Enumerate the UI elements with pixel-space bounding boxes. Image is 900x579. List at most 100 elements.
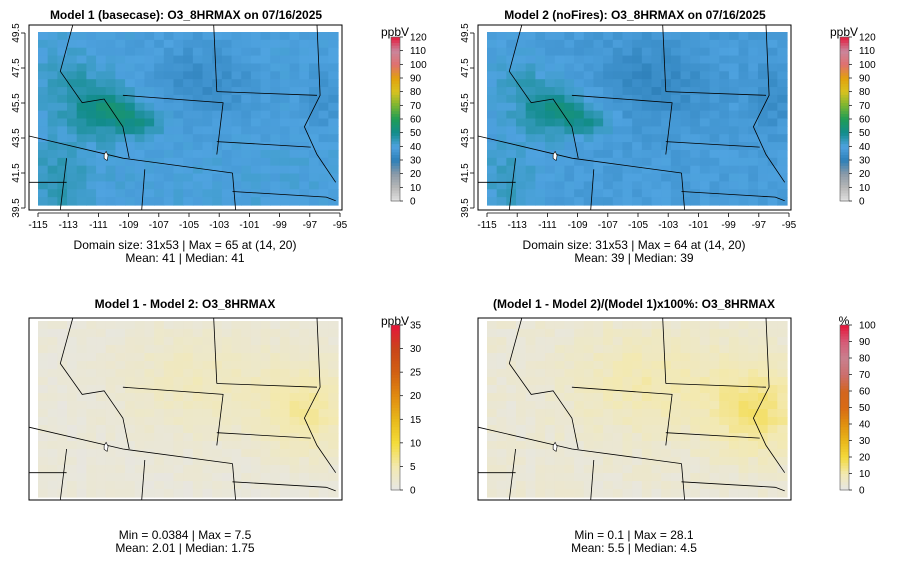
- x-tick-label: -115: [28, 220, 48, 231]
- panel1-heatmap: [38, 32, 339, 206]
- panel2-stats-1: Domain size: 31x53 | Max = 64 at (14, 20…: [522, 238, 746, 252]
- panel1-stats-1: Domain size: 31x53 | Max = 65 at (14, 20…: [73, 238, 297, 252]
- y-tick-label: 39.5: [11, 198, 22, 218]
- panel3-borders: [28, 317, 337, 501]
- panel2-heatmap: [487, 32, 788, 206]
- x-tick-label: -103: [209, 220, 229, 231]
- colorbar-tick-label: 110: [410, 46, 426, 57]
- colorbar-tick-label: 10: [410, 183, 422, 194]
- colorbar-tick-label: 15: [410, 415, 422, 426]
- colorbar-tick-label: 0: [859, 197, 865, 208]
- colorbar-tick-label: 40: [410, 142, 422, 153]
- panel3-stats-1: Min = 0.0384 | Max = 7.5: [118, 528, 252, 542]
- panel4-legend-unit: %: [838, 314, 850, 328]
- panel1-legend-unit: ppbV: [380, 25, 410, 39]
- colorbar-tick-label: 35: [410, 321, 422, 332]
- colorbar-tick-label: 110: [859, 46, 875, 57]
- panel1-stats-2: Mean: 41 | Median: 41: [125, 251, 245, 265]
- panel4-title: (Model 1 - Model 2)/(Model 1)x100%: O3_8…: [492, 297, 776, 311]
- colorbar-tick-label: 80: [859, 354, 871, 365]
- colorbar-tick-label: 20: [859, 453, 871, 464]
- panel2-legend-unit: ppbV: [829, 25, 859, 39]
- y-tick-label: 39.5: [460, 198, 471, 218]
- colorbar-tick-label: 60: [410, 115, 422, 126]
- y-tick-label: 45.5: [460, 93, 471, 113]
- x-tick-label: -101: [239, 220, 259, 231]
- x-tick-label: -101: [688, 220, 708, 231]
- lake-shape: [552, 441, 558, 452]
- panel1-borders: [28, 24, 337, 211]
- x-tick-label: -111: [89, 220, 108, 231]
- x-tick-label: -113: [508, 220, 528, 231]
- x-tick-label: -109: [568, 220, 588, 231]
- x-tick-label: -97: [752, 220, 767, 231]
- x-tick-label: -111: [538, 220, 557, 231]
- colorbar-tick-label: 20: [410, 169, 422, 180]
- panel3-frame: [28, 317, 343, 501]
- lake-shape: [552, 150, 558, 161]
- colorbar-tick-label: 0: [410, 197, 416, 208]
- x-tick-label: -99: [721, 220, 736, 231]
- colorbar-tick-label: 10: [859, 469, 871, 480]
- colorbar-tick-label: 50: [859, 128, 871, 139]
- x-tick-label: -107: [149, 220, 169, 231]
- y-tick-label: 47.5: [11, 58, 22, 78]
- colorbar-tick-label: 40: [859, 420, 871, 431]
- panel3-legend-unit: ppbV: [380, 314, 410, 328]
- colorbar-tick-label: 70: [410, 101, 422, 112]
- x-tick-label: -107: [598, 220, 618, 231]
- panel2-frame: [477, 24, 792, 211]
- colorbar-tick-label: 90: [410, 74, 422, 85]
- y-tick-label: 49.5: [460, 23, 471, 43]
- panel1-title: Model 1 (basecase): O3_8HRMAX on 07/16/2…: [49, 8, 323, 22]
- colorbar-tick-label: 80: [410, 87, 422, 98]
- colorbar-tick-label: 0: [410, 486, 416, 497]
- colorbar-tick-label: 10: [410, 438, 422, 449]
- panel2-borders: [477, 24, 786, 211]
- colorbar-tick-label: 25: [410, 368, 422, 379]
- panel3-title: Model 1 - Model 2: O3_8HRMAX: [94, 297, 276, 311]
- x-tick-label: -115: [477, 220, 497, 231]
- x-tick-label: -113: [59, 220, 79, 231]
- panel3-heatmap: [38, 321, 339, 498]
- colorbar-tick-label: 50: [859, 403, 871, 414]
- colorbar-tick-label: 30: [859, 436, 871, 447]
- panel2-colorbar: 0 10 20 30 40 50 60 70 80 90 100 110 120: [839, 33, 876, 208]
- colorbar-tick-label: 30: [410, 156, 422, 167]
- panel3-colorbar: 0 5 10 15 20 25 30 35: [390, 321, 422, 497]
- panel4-borders: [477, 317, 786, 501]
- y-tick-label: 49.5: [11, 23, 22, 43]
- x-tick-label: -109: [119, 220, 139, 231]
- colorbar-tick-label: 30: [859, 156, 871, 167]
- colorbar-tick-label: 80: [859, 87, 871, 98]
- colorbar-tick-label: 60: [859, 387, 871, 398]
- colorbar-tick-label: 20: [410, 391, 422, 402]
- colorbar-tick-label: 100: [859, 321, 876, 332]
- colorbar-tick-label: 90: [859, 74, 871, 85]
- y-tick-label: 43.5: [11, 128, 22, 148]
- colorbar-tick-label: 70: [859, 101, 871, 112]
- colorbar-tick-label: 90: [859, 337, 871, 348]
- colorbar-tick-label: 100: [410, 60, 427, 71]
- x-tick-label: -105: [628, 220, 648, 231]
- y-tick-label: 41.5: [11, 163, 22, 183]
- y-tick-label: 47.5: [460, 58, 471, 78]
- panel1-colorbar: 0 10 20 30 40 50 60 70 80 90 100 110 120: [390, 33, 427, 208]
- panel2-axes: -115 -113 -111 -109 -107 -105 -103 -101 -99 -97 -9…: [460, 23, 797, 231]
- panel4-colorbar: 0 10 20 30 40 50 60 70 80 90 100: [839, 321, 876, 497]
- colorbar-tick-label: 50: [410, 128, 422, 139]
- colorbar-tick-label: 20: [859, 169, 871, 180]
- y-tick-label: 43.5: [460, 128, 471, 148]
- panel1-frame: [28, 24, 343, 211]
- colorbar-tick-label: 40: [859, 142, 871, 153]
- colorbar-tick-label: 100: [859, 60, 876, 71]
- x-tick-label: -105: [179, 220, 199, 231]
- x-tick-label: -99: [272, 220, 287, 231]
- x-tick-label: -103: [658, 220, 678, 231]
- colorbar-tick-label: 120: [859, 33, 876, 44]
- colorbar-tick-label: 5: [410, 462, 416, 473]
- colorbar-tick-label: 60: [859, 115, 871, 126]
- panel4-heatmap: [487, 321, 788, 498]
- x-tick-label: -95: [782, 220, 797, 231]
